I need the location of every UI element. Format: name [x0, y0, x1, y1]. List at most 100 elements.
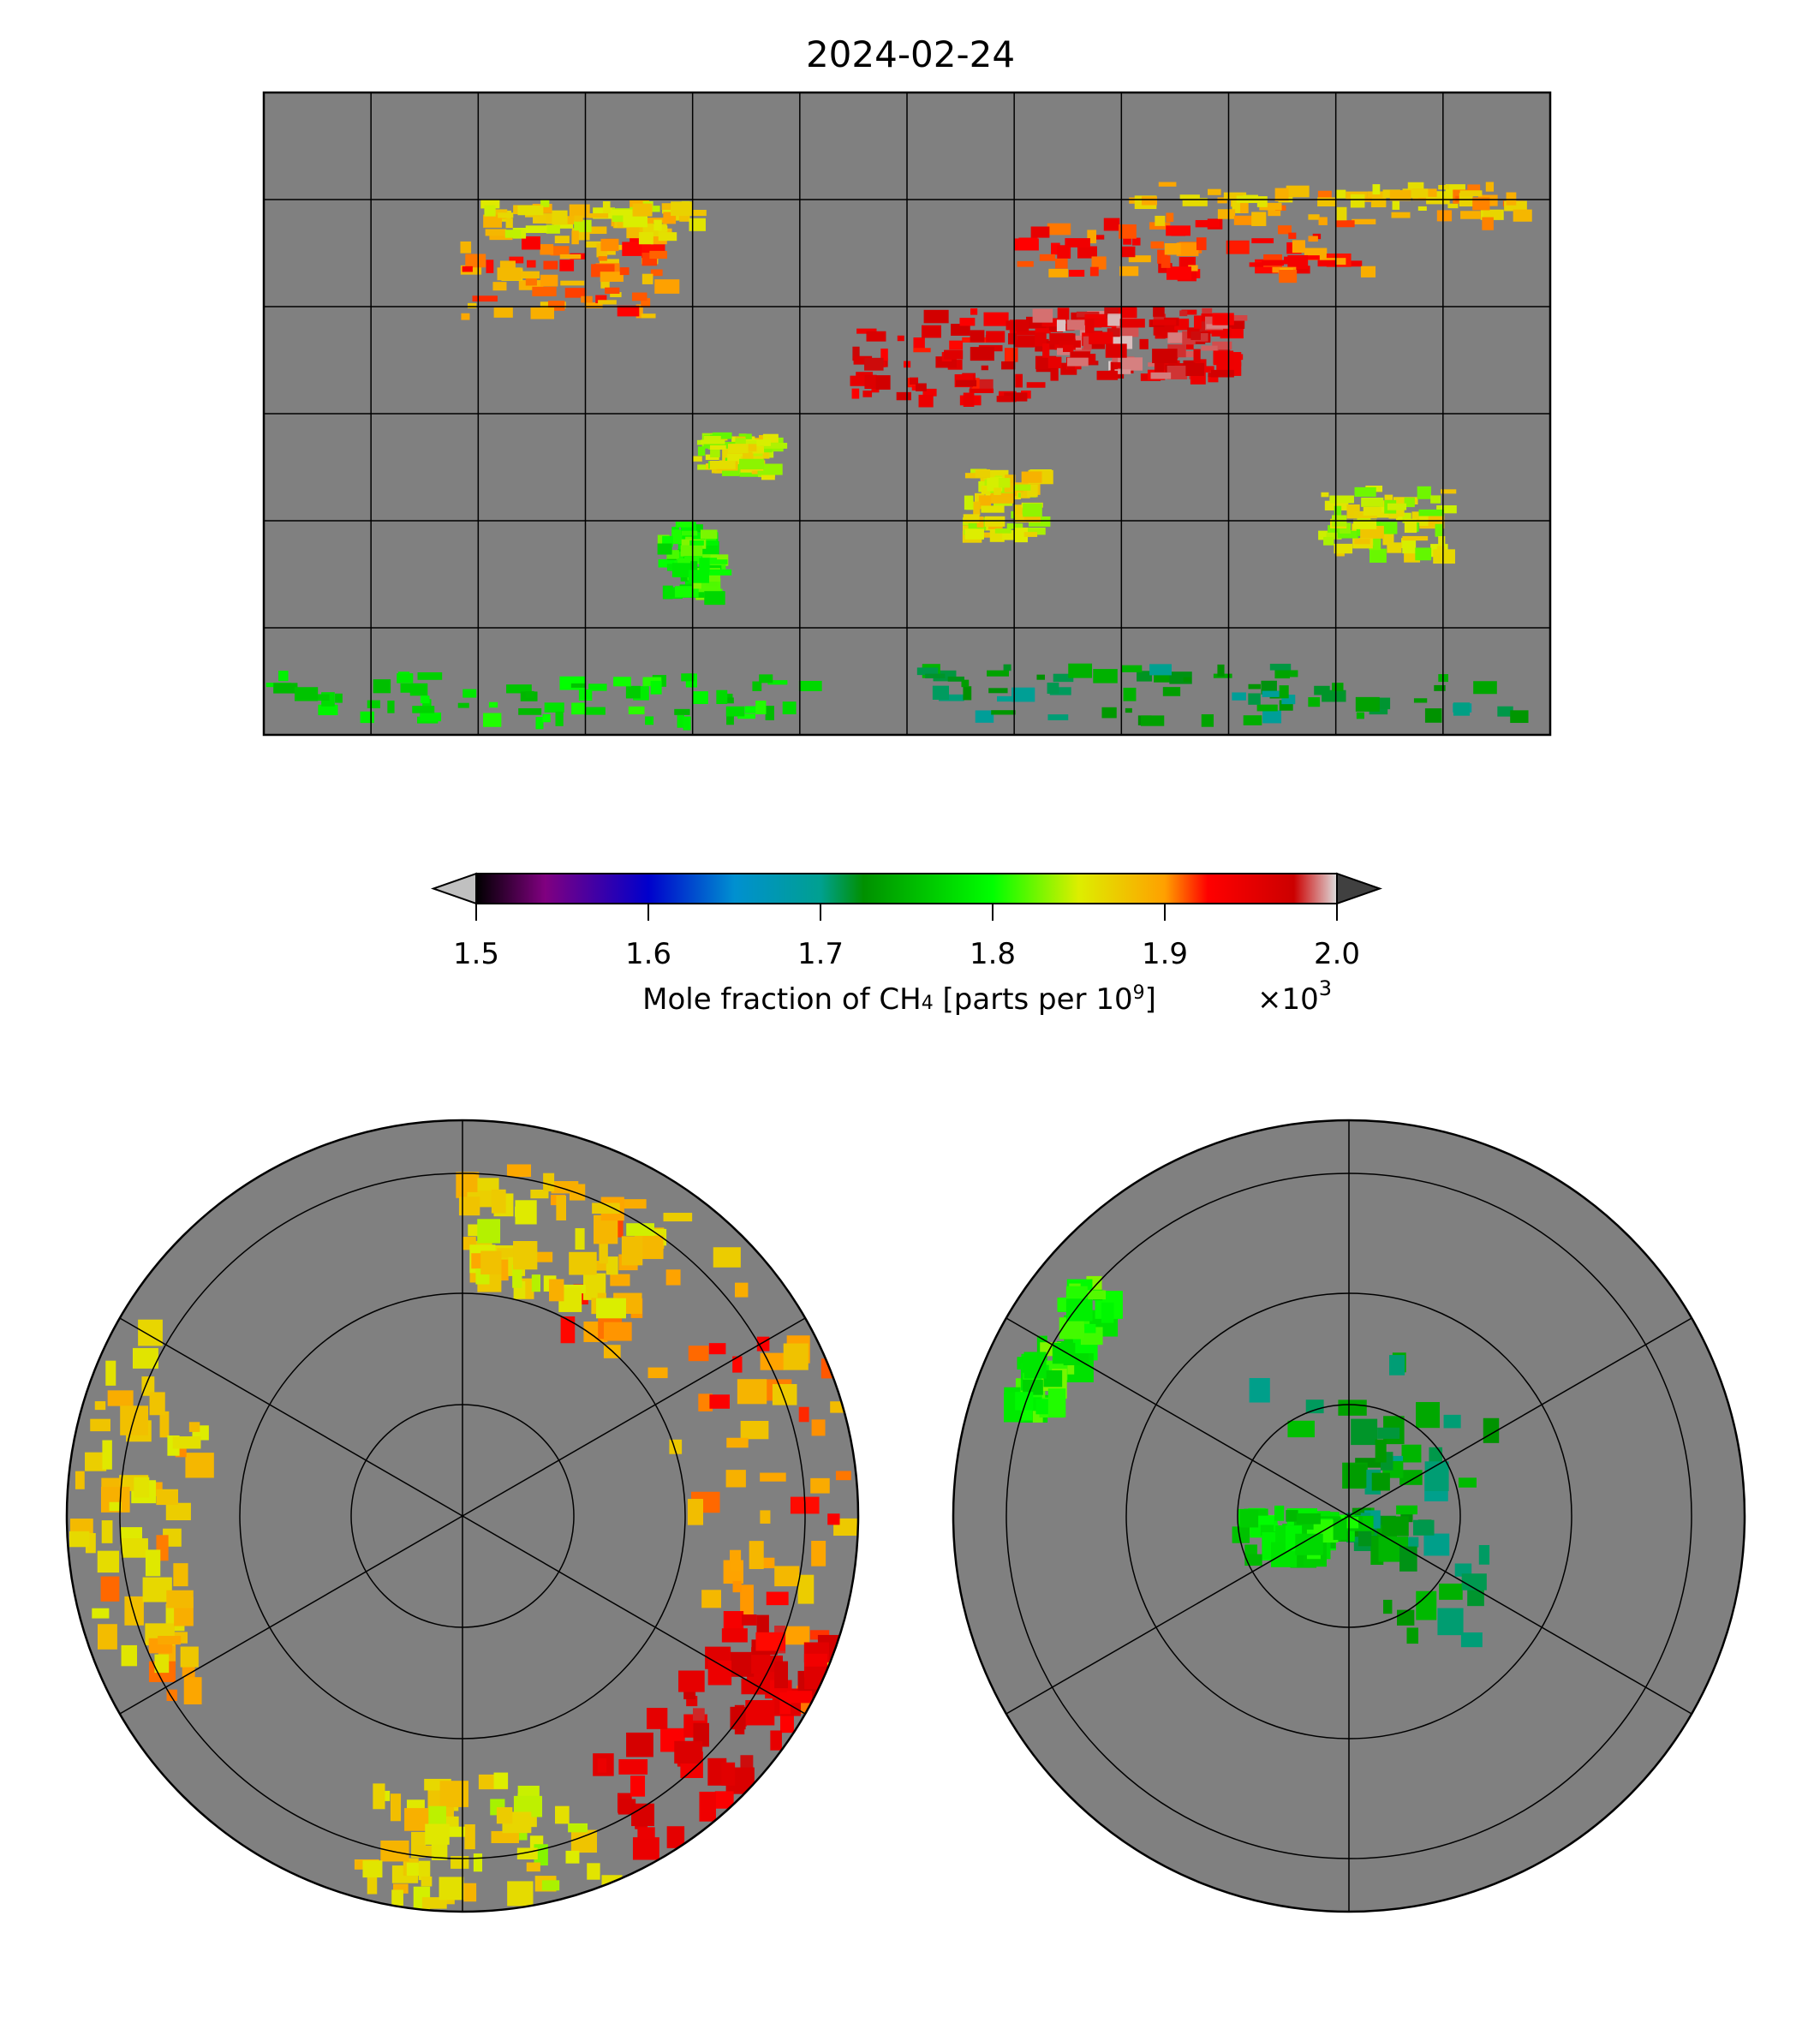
- data-pixel: [462, 689, 477, 698]
- data-pixel: [1402, 535, 1429, 541]
- data-pixel: [1047, 223, 1071, 236]
- data-pixel: [699, 558, 710, 573]
- data-pixel: [1017, 330, 1040, 336]
- meridian-line: [1348, 1317, 1692, 1517]
- data-pixel: [121, 1644, 138, 1667]
- data-pixel: [1328, 525, 1346, 533]
- data-pixel: [571, 230, 579, 245]
- data-pixel: [1429, 1447, 1443, 1464]
- data-pixel: [1225, 314, 1248, 321]
- data-pixel: [613, 677, 631, 687]
- data-pixel: [756, 439, 771, 446]
- data-pixel: [1337, 530, 1358, 539]
- data-pixel: [1179, 194, 1200, 200]
- north-polar-map-panel: [65, 1119, 860, 1913]
- data-pixel: [1139, 338, 1149, 349]
- data-pixel: [1054, 258, 1068, 269]
- data-pixel: [421, 1897, 447, 1909]
- data-pixel: [1128, 255, 1151, 263]
- data-pixel: [1166, 225, 1191, 236]
- data-pixel: [1256, 704, 1278, 712]
- data-pixel: [480, 200, 500, 209]
- data-pixel: [730, 1706, 746, 1730]
- data-pixel: [1249, 262, 1272, 267]
- data-pixel: [1113, 361, 1121, 369]
- data-pixel: [468, 1224, 480, 1237]
- data-pixel: [980, 532, 991, 538]
- data-pixel: [1279, 270, 1298, 283]
- data-pixel: [493, 1772, 509, 1789]
- data-pixel: [963, 392, 975, 407]
- data-pixel: [517, 205, 544, 216]
- data-pixel: [1274, 188, 1289, 201]
- data-pixel: [1088, 1290, 1107, 1300]
- data-pixel: [666, 564, 674, 571]
- data-pixel: [1434, 684, 1446, 691]
- data-pixel: [1356, 712, 1364, 719]
- data-pixel: [107, 1390, 134, 1406]
- data-pixel: [1369, 548, 1387, 563]
- data-pixel: [1404, 497, 1415, 508]
- data-pixel: [550, 246, 570, 256]
- data-pixel: [278, 671, 289, 682]
- data-pixel: [102, 1440, 112, 1470]
- data-pixel: [1317, 260, 1337, 267]
- data-pixel: [716, 689, 728, 704]
- data-pixel: [631, 292, 647, 301]
- data-pixel: [925, 673, 946, 679]
- meridian-line: [1005, 1317, 1350, 1517]
- data-pixel: [666, 550, 679, 559]
- data-pixel: [1351, 1418, 1378, 1446]
- data-pixel: [421, 1876, 433, 1887]
- data-pixel: [1047, 714, 1069, 720]
- data-pixel: [418, 1860, 431, 1881]
- data-pixel: [560, 216, 578, 224]
- data-pixel: [1262, 260, 1285, 266]
- data-pixel: [610, 1274, 630, 1286]
- data-pixel: [1281, 695, 1296, 705]
- data-pixel: [1426, 196, 1450, 205]
- data-pixel: [100, 1576, 120, 1602]
- data-pixel: [595, 1298, 626, 1319]
- data-pixel: [1460, 211, 1481, 219]
- colorbar: 1.5 1.6 1.7 1.8 1.9 2.0: [430, 872, 1383, 971]
- data-pixel: [1065, 1286, 1088, 1299]
- data-pixel: [1084, 1323, 1096, 1334]
- data-pixel: [1353, 519, 1377, 529]
- data-pixel: [584, 302, 603, 308]
- data-pixel: [1296, 1513, 1321, 1525]
- data-pixel: [1056, 319, 1066, 331]
- data-pixel: [121, 1538, 148, 1558]
- data-pixel: [1166, 266, 1192, 280]
- data-pixel: [1206, 324, 1230, 329]
- data-pixel: [1066, 319, 1088, 331]
- data-pixel: [1305, 1399, 1324, 1414]
- data-pixel: [973, 501, 981, 516]
- data-pixel: [1417, 206, 1427, 211]
- data-pixel: [1323, 536, 1334, 546]
- data-pixel: [552, 210, 568, 225]
- data-pixel: [598, 300, 617, 305]
- data-pixel: [1201, 345, 1218, 351]
- data-pixel: [492, 282, 507, 291]
- data-pixel: [496, 1807, 513, 1824]
- data-pixel: [760, 1510, 771, 1524]
- data-pixel: [97, 1624, 117, 1650]
- data-pixel: [1384, 494, 1393, 500]
- data-pixel: [1053, 673, 1074, 683]
- data-pixel: [149, 1392, 165, 1416]
- data-pixel: [1074, 348, 1091, 353]
- data-pixel: [460, 241, 472, 254]
- data-pixel: [457, 702, 469, 708]
- data-pixel: [570, 1829, 598, 1853]
- data-pixel: [165, 1502, 191, 1521]
- data-pixel: [527, 260, 536, 268]
- data-pixel: [1287, 254, 1309, 269]
- data-pixel: [1004, 348, 1018, 362]
- data-pixel: [1154, 360, 1165, 373]
- data-pixel: [1371, 1472, 1390, 1491]
- data-pixel: [491, 1189, 506, 1214]
- data-pixel: [1015, 1392, 1034, 1411]
- data-pixel: [1150, 241, 1164, 249]
- data-pixel: [568, 1823, 588, 1833]
